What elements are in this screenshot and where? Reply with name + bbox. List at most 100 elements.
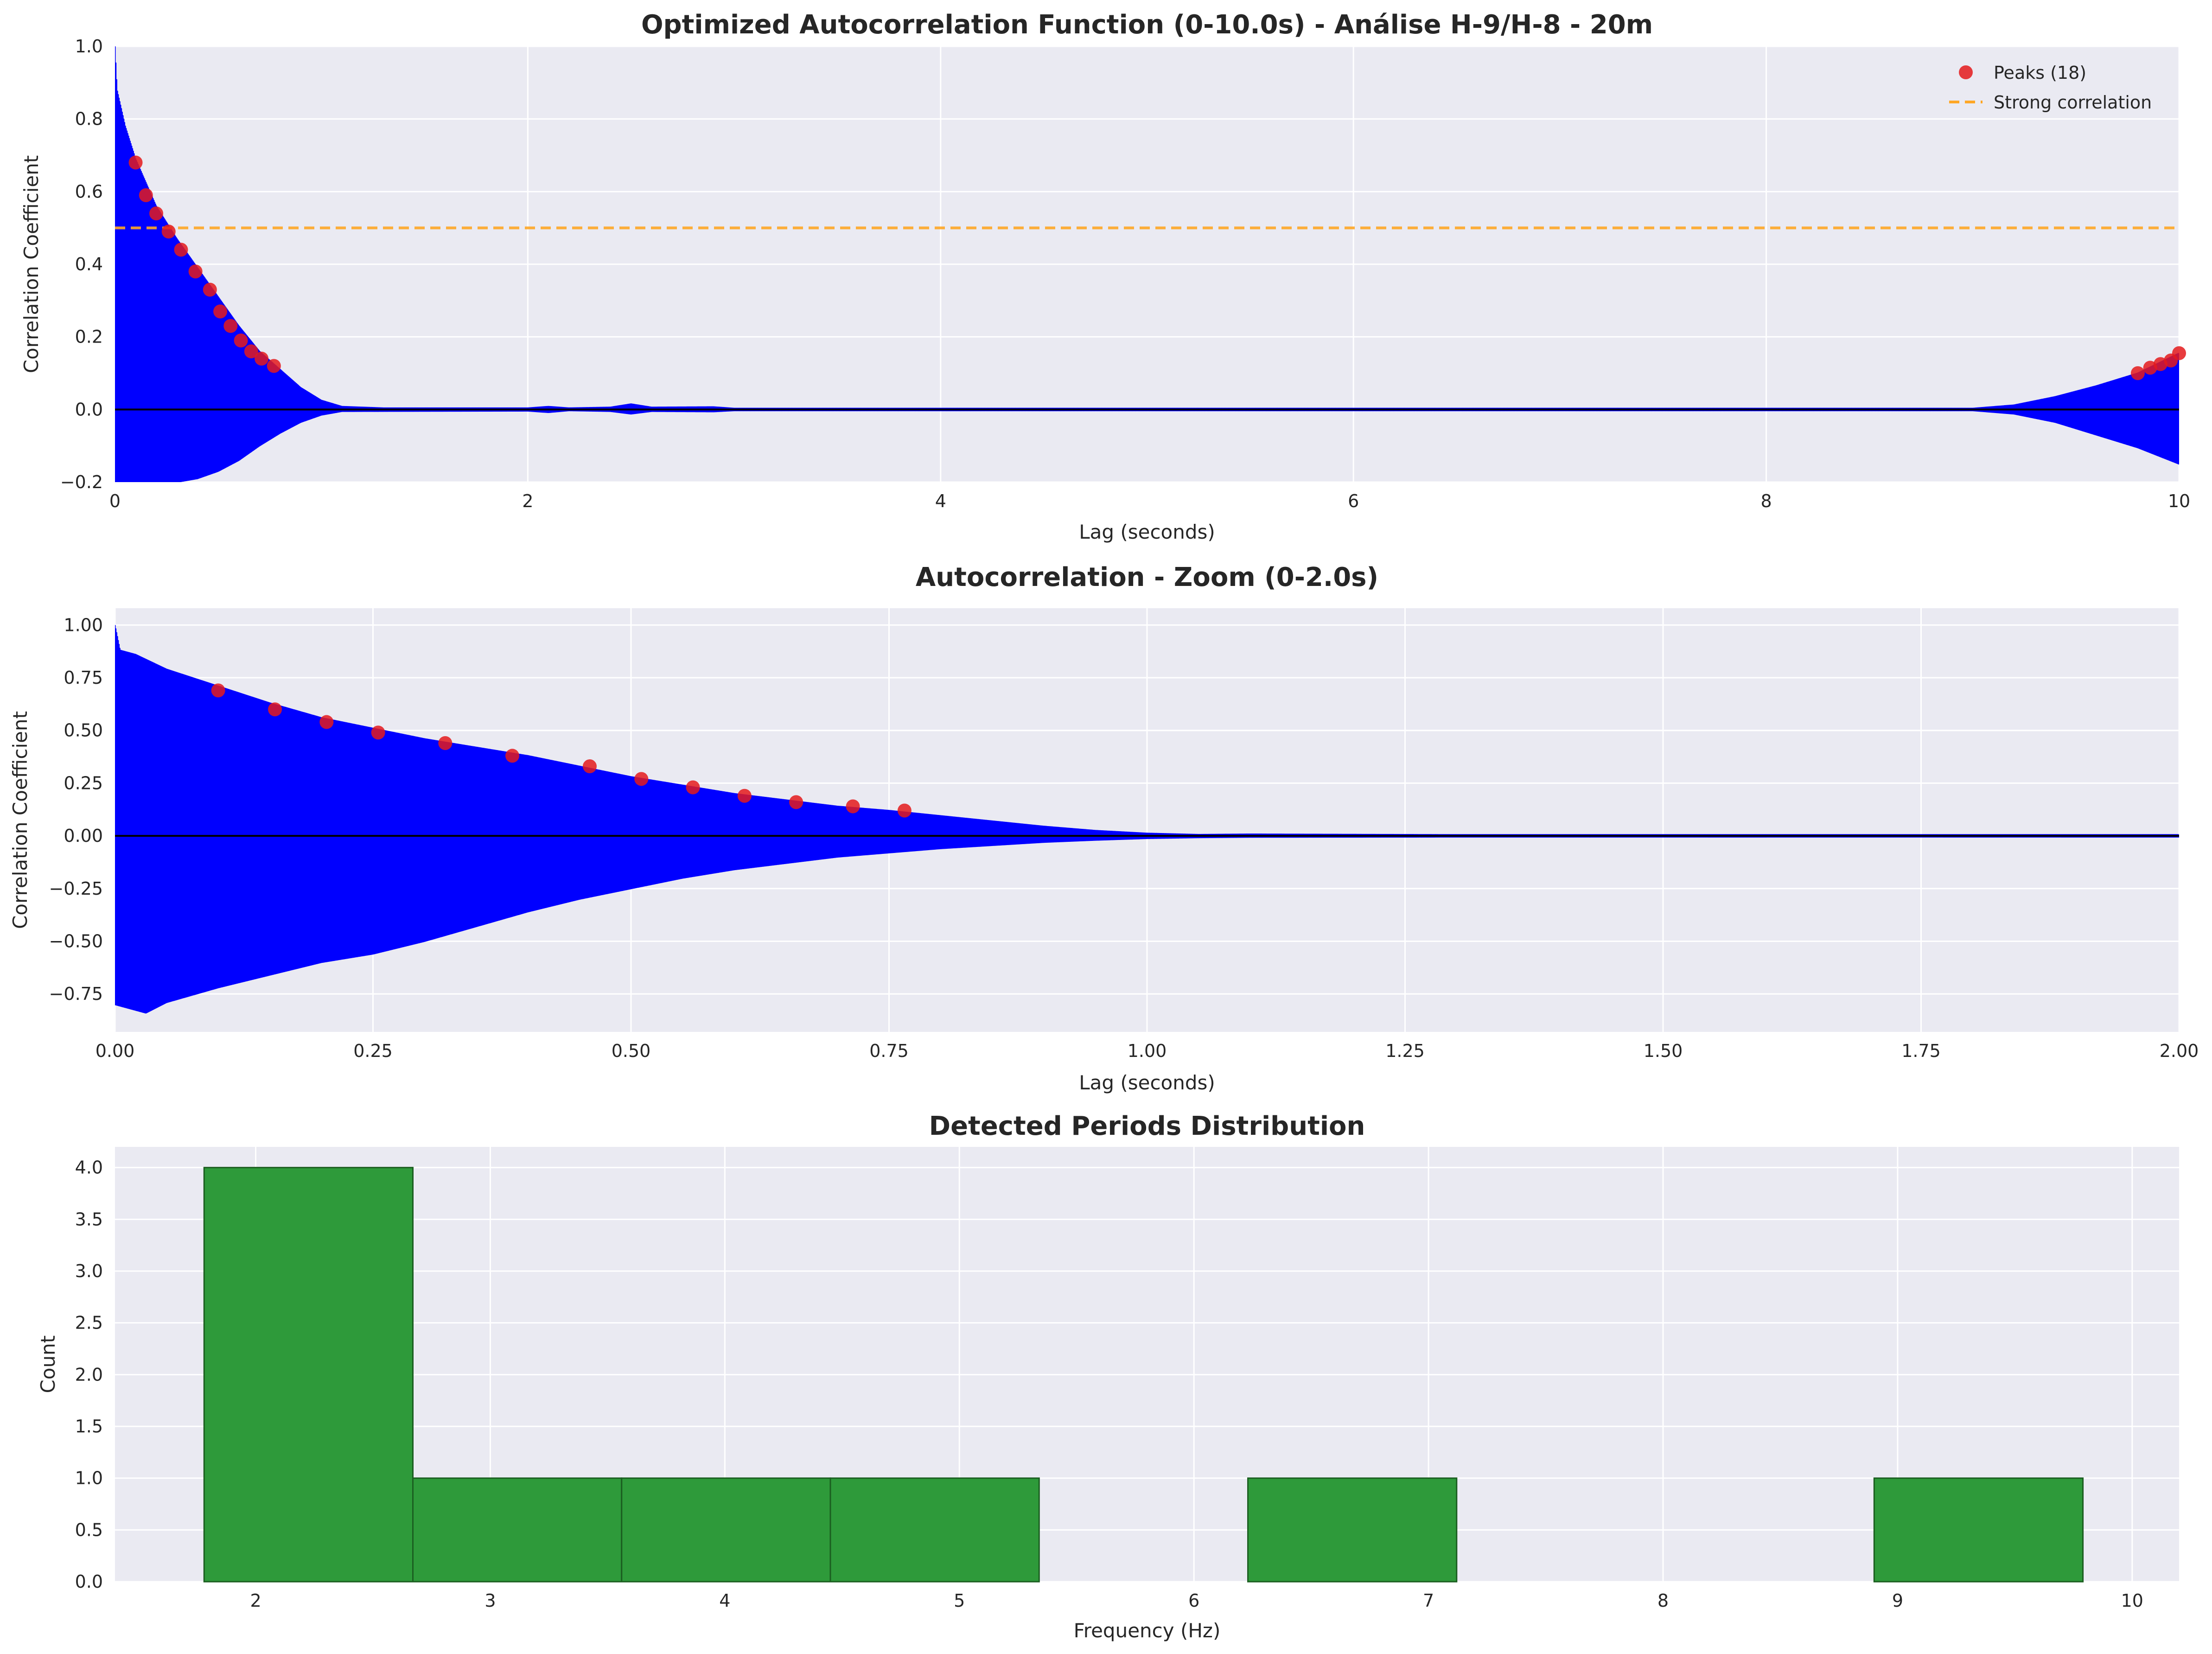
peak-marker bbox=[2130, 366, 2145, 380]
x-tick-label: 3 bbox=[484, 1590, 496, 1611]
y-tick-label: 0.00 bbox=[64, 826, 103, 846]
x-tick-label: 9 bbox=[1892, 1590, 1903, 1611]
histogram-bar bbox=[1247, 1477, 1458, 1583]
y-tick-label: 0.4 bbox=[75, 254, 103, 274]
peak-marker bbox=[634, 772, 649, 786]
y-axis-label: Correlation Coefficient bbox=[9, 711, 32, 929]
peak-marker bbox=[174, 242, 188, 257]
y-tick-label: 4.0 bbox=[75, 1158, 103, 1178]
peak-marker bbox=[211, 683, 225, 698]
y-tick-label: 0.2 bbox=[75, 327, 103, 347]
peak-marker bbox=[255, 351, 269, 366]
peak-marker bbox=[789, 795, 803, 809]
x-tick-label: 10 bbox=[2168, 491, 2190, 511]
y-tick-label: −0.50 bbox=[49, 931, 103, 951]
chart-title: Detected Periods Distribution bbox=[929, 1111, 1365, 1141]
x-axis-label: Lag (seconds) bbox=[1079, 1071, 1215, 1094]
x-tick-label: 0.00 bbox=[96, 1041, 135, 1061]
x-tick-label: 7 bbox=[1423, 1590, 1434, 1611]
peak-marker bbox=[2172, 346, 2186, 360]
y-tick-label: 0.25 bbox=[64, 773, 103, 793]
y-tick-label: 0.6 bbox=[75, 181, 103, 202]
peak-marker bbox=[268, 702, 282, 717]
x-tick-label: 1.25 bbox=[1385, 1041, 1425, 1061]
chart-title: Autocorrelation - Zoom (0-2.0s) bbox=[916, 562, 1378, 592]
y-tick-label: −0.75 bbox=[49, 984, 103, 1004]
histogram-bar bbox=[412, 1477, 623, 1583]
y-tick-label: 0.0 bbox=[75, 399, 103, 420]
legend-peak-marker bbox=[1959, 65, 1973, 79]
x-tick-label: 6 bbox=[1188, 1590, 1199, 1611]
peak-marker bbox=[223, 319, 238, 333]
x-axis-label: Frequency (Hz) bbox=[1074, 1619, 1221, 1642]
chart-title: Optimized Autocorrelation Function (0-10… bbox=[641, 10, 1653, 40]
plot-marks bbox=[115, 625, 2179, 1014]
legend-peaks-label: Peaks (18) bbox=[1994, 63, 2086, 83]
peak-marker bbox=[438, 736, 453, 751]
peak-marker bbox=[505, 749, 520, 763]
y-tick-label: 1.0 bbox=[75, 36, 103, 57]
y-tick-label: 0.50 bbox=[64, 720, 103, 741]
histogram-bar bbox=[203, 1167, 414, 1583]
plot-marks bbox=[115, 46, 2186, 482]
x-tick-label: 0.75 bbox=[869, 1041, 909, 1061]
x-tick-label: 1.00 bbox=[1128, 1041, 1167, 1061]
y-tick-label: 2.5 bbox=[75, 1313, 103, 1333]
tick-labels: 2 3 4 5 6 7 8 9 10 0.0 0.5 1.0 1.5 2.0 2.5 3.0 3.5 4.0 bbox=[75, 1158, 2143, 1611]
histogram-bar bbox=[621, 1477, 831, 1583]
y-axis-label: Correlation Coefficient bbox=[20, 155, 43, 373]
x-tick-label: 0.25 bbox=[353, 1041, 393, 1061]
y-tick-label: 0.0 bbox=[75, 1571, 103, 1592]
x-tick-label: 1.50 bbox=[1644, 1041, 1683, 1061]
x-tick-label: 2.00 bbox=[2160, 1041, 2199, 1061]
y-tick-label: 3.5 bbox=[75, 1209, 103, 1229]
y-tick-label: 0.8 bbox=[75, 109, 103, 129]
y-tick-label: −0.2 bbox=[60, 472, 103, 492]
peak-marker bbox=[139, 188, 153, 203]
peak-marker bbox=[846, 799, 860, 814]
legend: Peaks (18) Strong correlation bbox=[1949, 63, 2152, 113]
peak-marker bbox=[234, 333, 248, 348]
peak-marker bbox=[371, 725, 385, 740]
y-tick-label: 2.0 bbox=[75, 1364, 103, 1385]
x-tick-label: 8 bbox=[1657, 1590, 1669, 1611]
y-tick-label: −0.25 bbox=[49, 878, 103, 899]
plot-marks bbox=[203, 1167, 2084, 1583]
peak-marker bbox=[897, 803, 912, 818]
y-axis-label: Count bbox=[37, 1336, 59, 1393]
y-tick-label: 1.5 bbox=[75, 1416, 103, 1437]
peak-marker bbox=[319, 715, 334, 729]
x-tick-label: 4 bbox=[719, 1590, 730, 1611]
peak-marker bbox=[128, 155, 143, 170]
histogram-bar bbox=[829, 1477, 1040, 1583]
x-axis-label: Lag (seconds) bbox=[1079, 521, 1215, 543]
autocorrelation-full-panel: 0 2 4 6 8 10 −0.2 0.0 0.2 0.4 0.6 0.8 1.0 Optimized … bbox=[20, 10, 2190, 543]
x-tick-label: 4 bbox=[935, 491, 946, 511]
x-tick-label: 5 bbox=[954, 1590, 965, 1611]
autocorrelation-zoom-panel: 0.00 0.25 0.50 0.75 1.00 1.25 1.50 1.75 2.00 −0.7… bbox=[9, 562, 2199, 1094]
peak-marker bbox=[149, 206, 164, 221]
tick-labels: 0 2 4 6 8 10 −0.2 0.0 0.2 0.4 0.6 0.8 1.0 bbox=[60, 36, 2190, 511]
x-tick-label: 8 bbox=[1761, 491, 1772, 511]
x-tick-label: 1.75 bbox=[1901, 1041, 1941, 1061]
peak-marker bbox=[161, 224, 176, 239]
peak-marker bbox=[244, 344, 258, 358]
y-tick-label: 3.0 bbox=[75, 1261, 103, 1281]
tick-labels: 0.00 0.25 0.50 0.75 1.00 1.25 1.50 1.75 2.00 −0.7… bbox=[49, 615, 2199, 1061]
x-tick-label: 0 bbox=[109, 491, 121, 511]
peak-marker bbox=[737, 789, 752, 803]
x-tick-label: 2 bbox=[522, 491, 533, 511]
peak-marker bbox=[188, 264, 203, 279]
y-tick-label: 1.00 bbox=[64, 615, 103, 635]
y-tick-label: 0.75 bbox=[64, 668, 103, 688]
legend-threshold-label: Strong correlation bbox=[1994, 92, 2152, 113]
x-tick-label: 6 bbox=[1348, 491, 1359, 511]
period-distribution-panel: 2 3 4 5 6 7 8 9 10 0.0 0.5 1.0 1.5 2.0 2.5 3.0 3.5 4.0 De… bbox=[37, 1111, 2179, 1642]
peak-marker bbox=[203, 282, 217, 297]
x-tick-label: 0.50 bbox=[612, 1041, 651, 1061]
peak-marker bbox=[686, 780, 700, 795]
y-tick-label: 0.5 bbox=[75, 1520, 103, 1540]
x-tick-label: 10 bbox=[2121, 1590, 2143, 1611]
peak-marker bbox=[213, 304, 228, 318]
